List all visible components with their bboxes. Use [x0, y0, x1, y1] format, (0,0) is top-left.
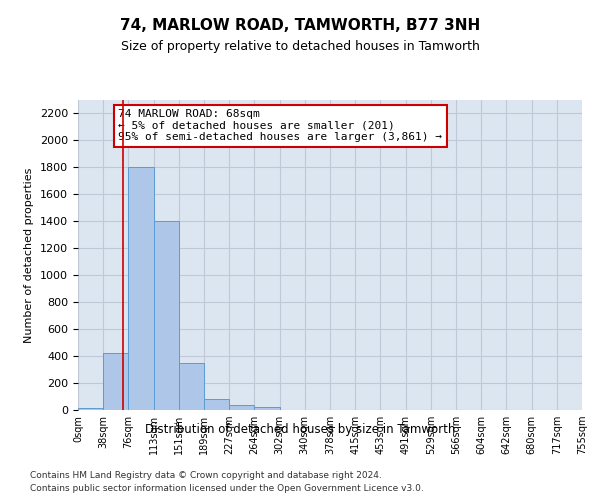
- Bar: [154, 222, 179, 410]
- Text: 74, MARLOW ROAD, TAMWORTH, B77 3NH: 74, MARLOW ROAD, TAMWORTH, B77 3NH: [120, 18, 480, 32]
- Text: Distribution of detached houses by size in Tamworth: Distribution of detached houses by size …: [145, 422, 455, 436]
- Text: 74 MARLOW ROAD: 68sqm
← 5% of detached houses are smaller (201)
95% of semi-deta: 74 MARLOW ROAD: 68sqm ← 5% of detached h…: [118, 110, 442, 142]
- Bar: [229, 406, 254, 410]
- Text: Size of property relative to detached houses in Tamworth: Size of property relative to detached ho…: [121, 40, 479, 53]
- Bar: [179, 363, 204, 410]
- Text: Contains public sector information licensed under the Open Government Licence v3: Contains public sector information licen…: [30, 484, 424, 493]
- Bar: [103, 354, 128, 410]
- Bar: [204, 399, 229, 410]
- Bar: [254, 408, 280, 410]
- Text: Contains HM Land Registry data © Crown copyright and database right 2024.: Contains HM Land Registry data © Crown c…: [30, 471, 382, 480]
- Bar: [78, 408, 103, 410]
- Y-axis label: Number of detached properties: Number of detached properties: [25, 168, 34, 342]
- Bar: [128, 168, 154, 410]
